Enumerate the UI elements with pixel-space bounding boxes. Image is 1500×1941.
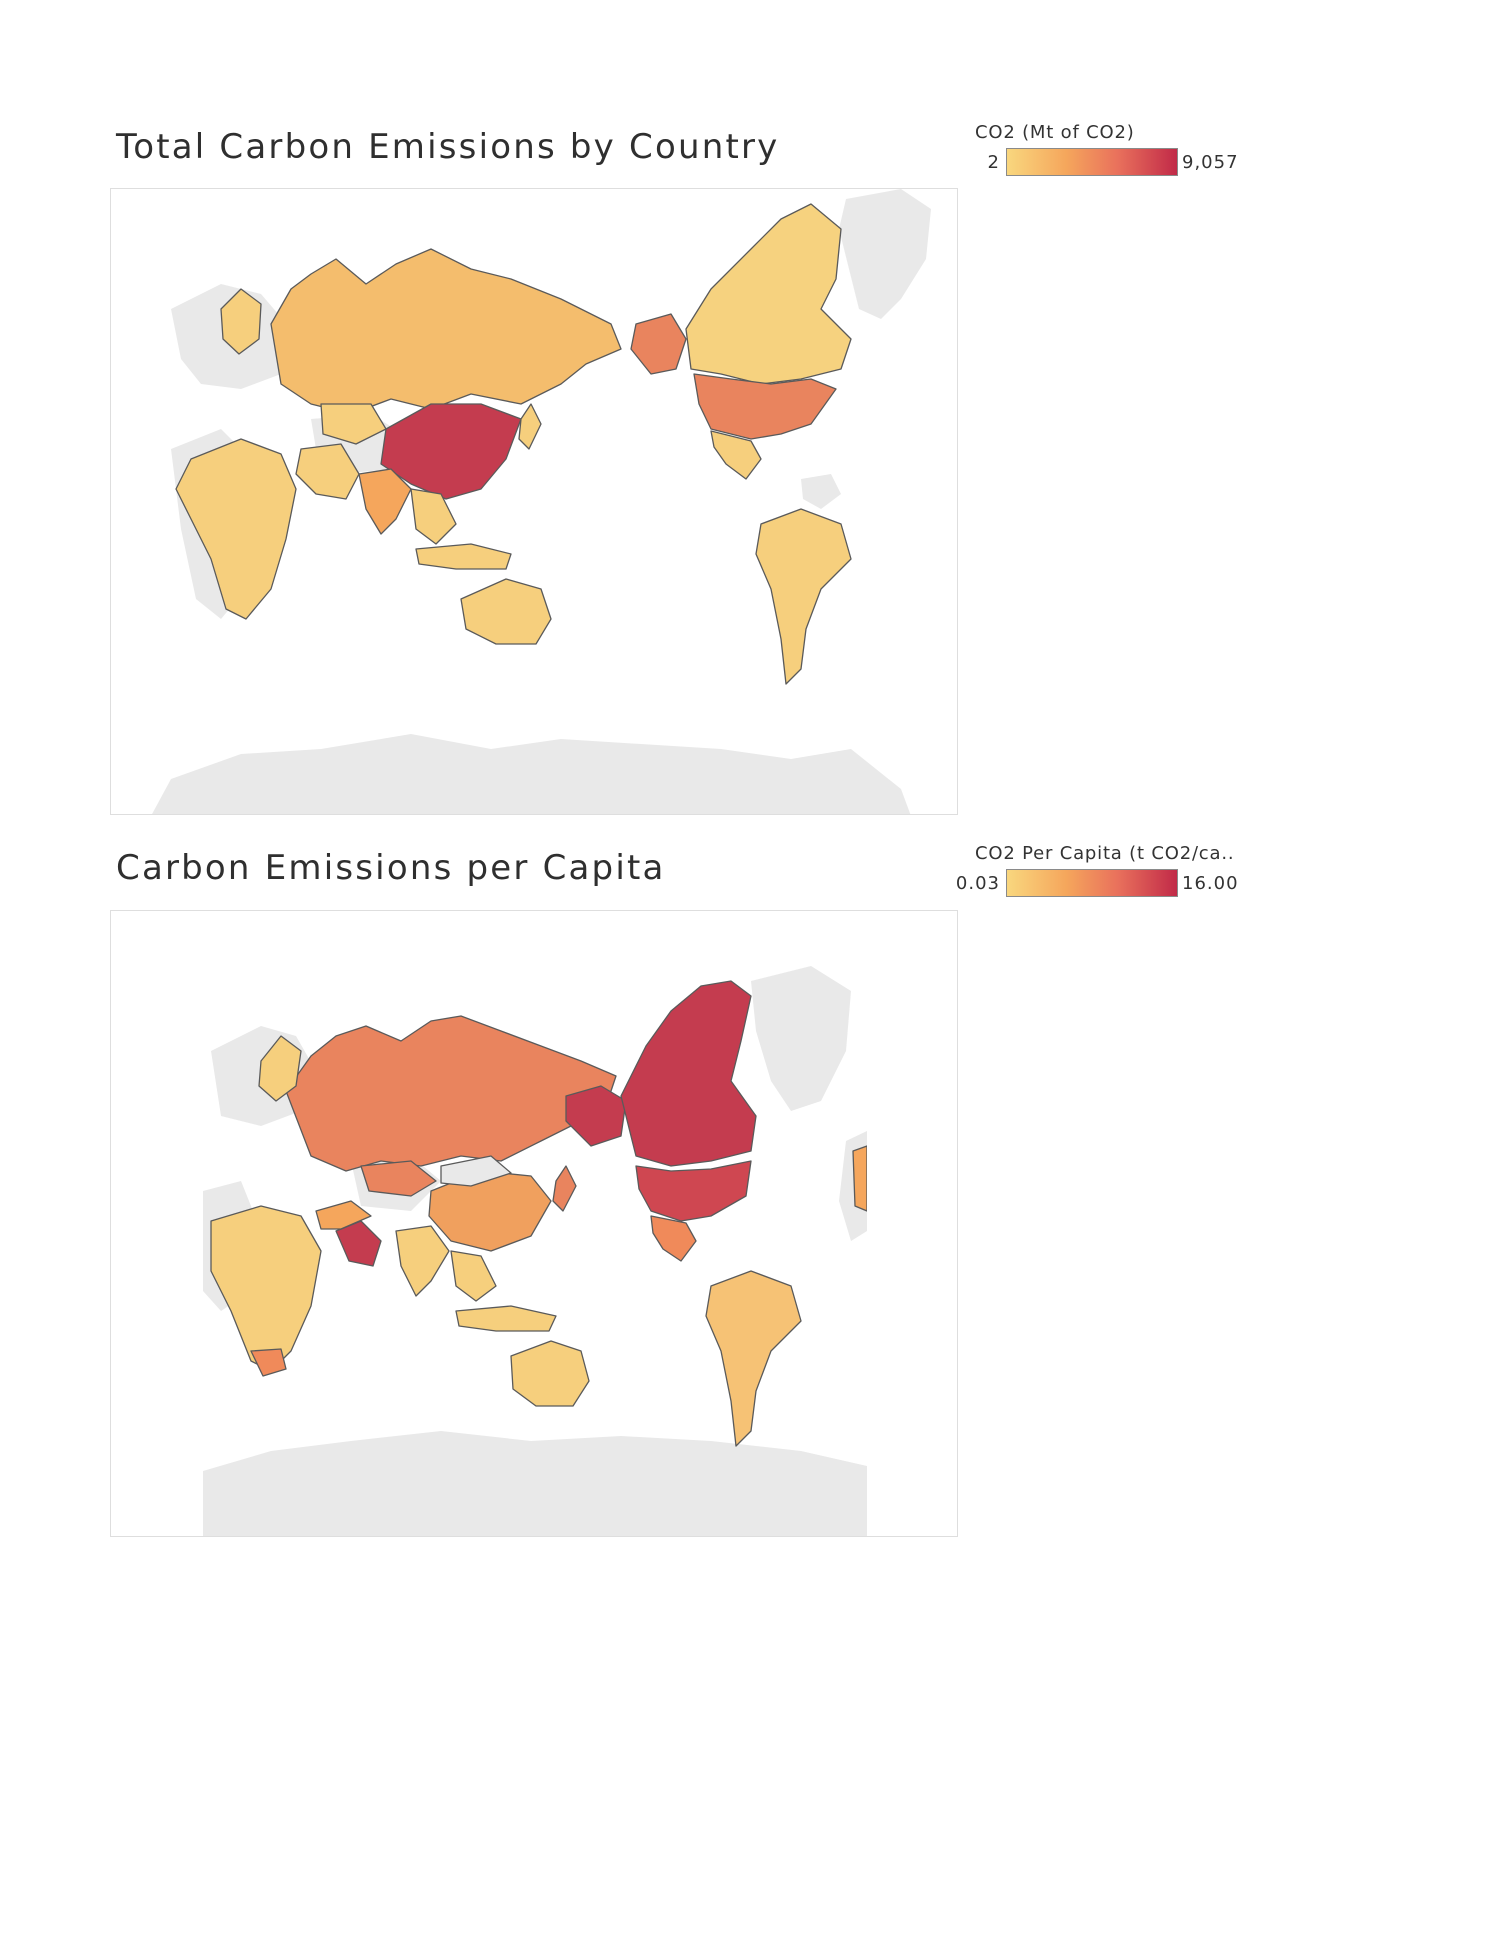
- map-canvas: [203, 966, 867, 1536]
- country-middle-east[interactable]: [295, 443, 360, 500]
- legend-color-ramp: [1006, 869, 1178, 897]
- color-legend-per-capita: CO2 Per Capita (t CO2/ca.. 0.03 16.00: [956, 843, 1270, 903]
- country-india[interactable]: [358, 468, 412, 535]
- country-alaska[interactable]: [630, 313, 687, 375]
- map-title-per-capita: Carbon Emissions per Capita: [116, 848, 666, 888]
- country-south-africa[interactable]: [250, 1348, 287, 1377]
- country-canada[interactable]: [620, 980, 757, 1167]
- country-japan[interactable]: [552, 1165, 577, 1212]
- country-india[interactable]: [395, 1225, 450, 1297]
- choropleth-map-per-capita[interactable]: [110, 910, 958, 1537]
- country-kazakhstan[interactable]: [320, 403, 387, 445]
- country-southeast-asia[interactable]: [410, 488, 457, 545]
- country-canada[interactable]: [685, 203, 852, 385]
- land-central-america: [801, 474, 841, 509]
- country-middle-east[interactable]: [315, 1200, 372, 1230]
- legend-max-label: 16.00: [1182, 873, 1239, 894]
- country-russia[interactable]: [285, 1015, 617, 1172]
- land-greenland: [751, 966, 851, 1111]
- legend-title: CO2 Per Capita (t CO2/ca..: [975, 843, 1235, 864]
- country-africa[interactable]: [175, 438, 297, 620]
- legend-color-ramp: [1006, 148, 1178, 176]
- country-usa[interactable]: [693, 373, 837, 440]
- country-mexico[interactable]: [710, 430, 762, 480]
- country-indonesia[interactable]: [455, 1305, 557, 1332]
- map-canvas: [152, 189, 931, 814]
- country-alaska[interactable]: [565, 1085, 627, 1147]
- legend-min-label: 0.03: [955, 873, 1000, 894]
- country-mongolia[interactable]: [440, 1155, 512, 1187]
- legend-title: CO2 (Mt of CO2): [975, 122, 1135, 143]
- country-russia[interactable]: [270, 248, 622, 415]
- country-southeast-asia[interactable]: [450, 1250, 497, 1302]
- country-indonesia[interactable]: [415, 543, 512, 570]
- country-scandinavia[interactable]: [220, 288, 262, 355]
- country-usa[interactable]: [635, 1160, 752, 1222]
- country-shapes: [210, 980, 867, 1447]
- land-antarctica: [203, 1431, 867, 1536]
- color-legend-total-emissions: CO2 (Mt of CO2) 2 9,057: [970, 122, 1270, 182]
- land-antarctica: [152, 734, 911, 814]
- country-shapes: [175, 203, 852, 685]
- country-mexico[interactable]: [650, 1215, 697, 1262]
- country-scandinavia[interactable]: [258, 1035, 302, 1102]
- country-africa[interactable]: [210, 1205, 322, 1372]
- country-kazakhstan[interactable]: [360, 1160, 437, 1197]
- choropleth-map-total-emissions[interactable]: [110, 188, 958, 815]
- legend-min-label: 2: [987, 152, 1000, 173]
- country-australia[interactable]: [460, 578, 552, 645]
- land-greenland: [839, 189, 931, 319]
- country-japan[interactable]: [518, 403, 542, 450]
- map-title-total-emissions: Total Carbon Emissions by Country: [116, 127, 780, 167]
- legend-max-label: 9,057: [1182, 152, 1239, 173]
- country-europe-right-edge[interactable]: [852, 1145, 867, 1212]
- country-australia[interactable]: [510, 1340, 590, 1407]
- country-south-america[interactable]: [755, 508, 852, 685]
- country-south-america[interactable]: [705, 1270, 802, 1447]
